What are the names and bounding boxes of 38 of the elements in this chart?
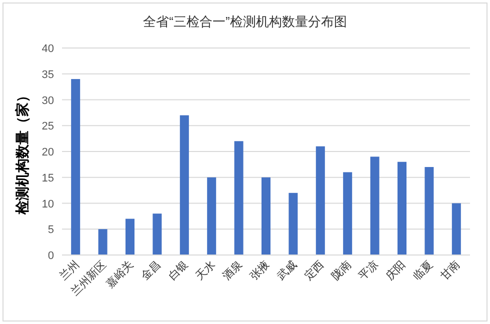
x-tick-label: 武威 <box>274 258 300 283</box>
y-tick-label: 10 <box>42 198 54 210</box>
bar <box>98 229 108 255</box>
y-tick-label: 25 <box>42 120 54 133</box>
x-tick-label: 天水 <box>192 258 218 283</box>
x-tick-label: 张掖 <box>247 258 272 283</box>
bar <box>370 156 380 255</box>
y-tick-label: 30 <box>42 94 54 107</box>
x-tick-label: 甘南 <box>438 258 463 283</box>
bar <box>316 146 325 255</box>
bar <box>288 192 298 255</box>
x-tick-label: 白银 <box>166 258 191 283</box>
y-tick-label: 15 <box>42 172 54 184</box>
y-tick-label: 5 <box>48 224 54 236</box>
chart-title: 全省“三检合一”检测机构数量分布图 <box>143 14 347 29</box>
x-tick-label: 庆阳 <box>383 258 408 283</box>
y-tick-label: 35 <box>42 68 54 81</box>
bar <box>262 177 270 255</box>
bar <box>180 115 189 255</box>
y-tick-label: 0 <box>48 250 54 262</box>
x-tick-label: 酒泉 <box>220 258 245 283</box>
bar <box>234 141 244 255</box>
bar <box>424 167 434 255</box>
bar <box>207 177 216 255</box>
x-tick-label: 金昌 <box>139 258 164 283</box>
y-tick-label: 20 <box>42 146 54 158</box>
x-tick-label: 定西 <box>302 258 327 283</box>
x-tick-label: 陇南 <box>328 258 354 283</box>
x-tick-label: 平凉 <box>356 258 381 283</box>
bar <box>452 203 461 255</box>
y-tick-label: 40 <box>42 43 54 55</box>
bar <box>152 214 162 255</box>
bar <box>398 162 406 255</box>
y-axis-title: 检测机构数量（家） <box>14 88 30 216</box>
bar <box>71 79 80 255</box>
bar <box>343 172 352 255</box>
bar <box>126 218 134 255</box>
x-tick-label: 临夏 <box>411 258 436 283</box>
